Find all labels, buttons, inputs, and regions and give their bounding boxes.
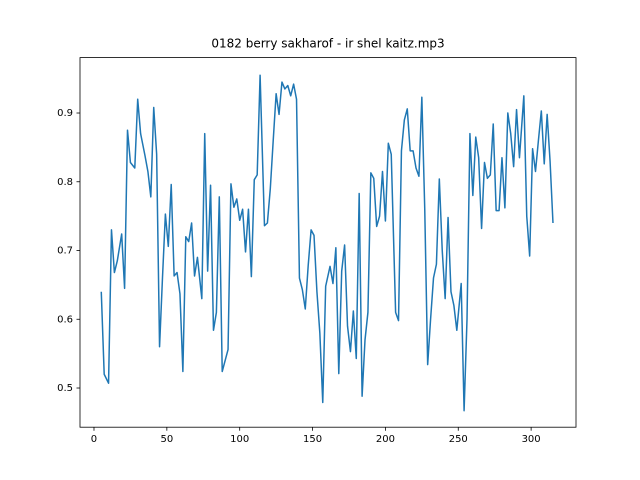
chart-title: 0182 berry sakharof - ir shel kaitz.mp3 [211,37,444,51]
y-tick-label: 0.7 [57,246,73,257]
data-line [100,74,554,412]
x-tick-label: 200 [376,434,395,445]
x-tick-label: 100 [230,434,249,445]
y-tick-label: 0.5 [57,383,73,394]
y-tick-label: 0.9 [57,108,73,119]
y-tick-label: 0.8 [57,177,73,188]
x-tick-label: 300 [522,434,541,445]
y-tick-label: 0.6 [57,314,73,325]
x-tick-label: 50 [160,434,173,445]
plot-frame [79,57,577,428]
x-tick-label: 250 [449,434,468,445]
x-tick-label: 0 [91,434,97,445]
x-tick-label: 150 [303,434,322,445]
